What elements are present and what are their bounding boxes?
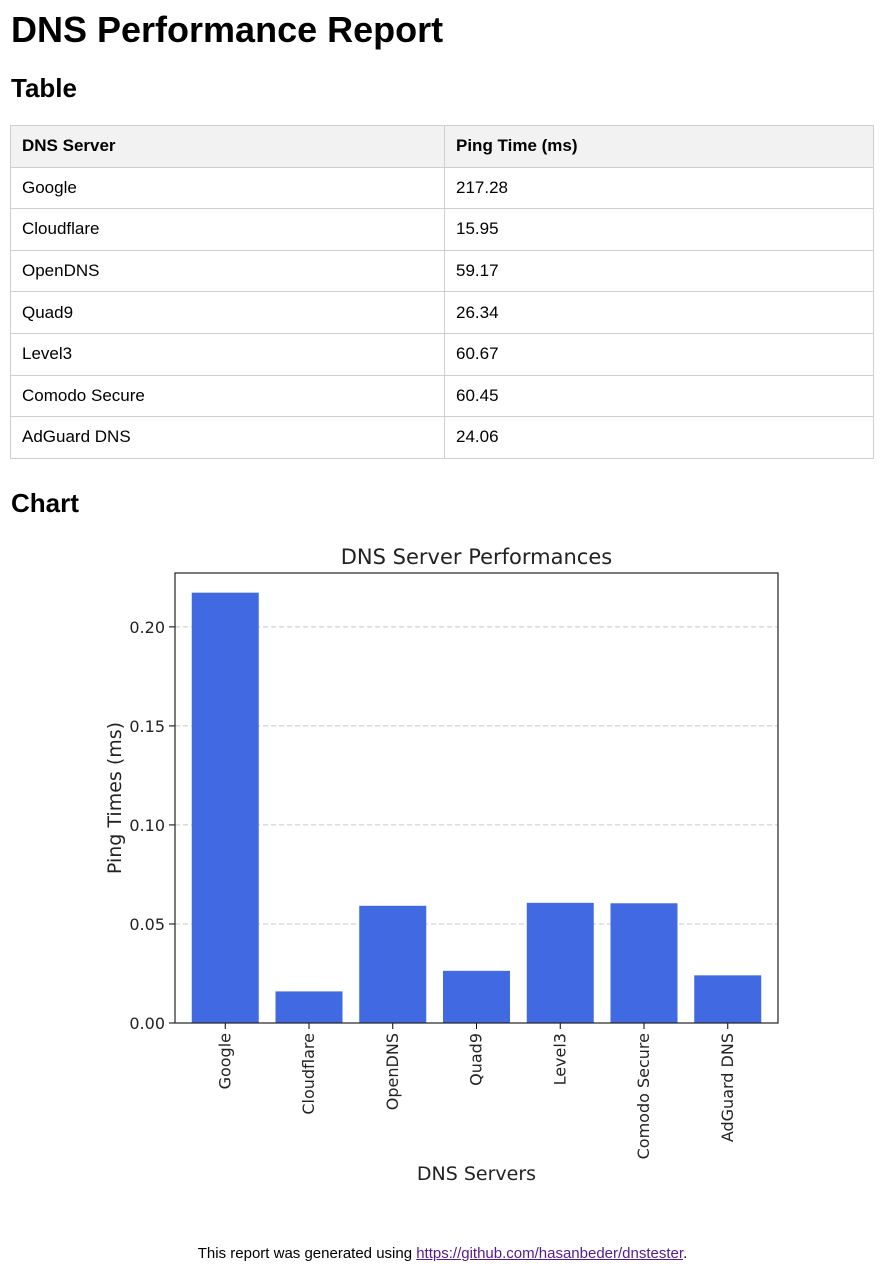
table-row: Cloudflare 15.95 bbox=[10, 208, 874, 251]
y-tick-label: 0.20 bbox=[129, 618, 165, 637]
x-tick-label: Quad9 bbox=[467, 1033, 486, 1086]
table-row: Comodo Secure 60.45 bbox=[10, 374, 874, 418]
table-row: AdGuard DNS 24.06 bbox=[10, 416, 874, 459]
server-name-cell: Comodo Secure bbox=[10, 374, 445, 418]
x-tick-label: Cloudflare bbox=[299, 1033, 318, 1115]
ping-time-cell: 26.34 bbox=[444, 291, 874, 334]
y-tick-label: 0.00 bbox=[129, 1014, 165, 1033]
bar-chart: Google Cloudflare OpenDNS Quad9 Level3 Comodo… bbox=[104, 545, 779, 1185]
bar-google bbox=[191, 592, 259, 1023]
footer-prefix: This report was generated using bbox=[197, 1245, 417, 1262]
server-name-cell: Level3 bbox=[10, 332, 445, 376]
bar-level3 bbox=[526, 902, 594, 1023]
bar-adguard-dns bbox=[694, 975, 762, 1023]
dns-table: DNS Server Ping Time (ms) Google 217.28 … bbox=[10, 125, 874, 459]
server-name-cell: AdGuard DNS bbox=[10, 416, 445, 459]
bar-comodo-secure bbox=[610, 903, 678, 1023]
table-row: Google 217.28 bbox=[10, 166, 874, 210]
ping-time-cell: 60.45 bbox=[444, 374, 874, 418]
plot-frame bbox=[174, 572, 779, 1024]
ping-time-cell: 15.95 bbox=[444, 208, 874, 251]
server-name-cell: Quad9 bbox=[10, 291, 445, 334]
y-axis-label: Ping Times (ms) bbox=[104, 722, 126, 874]
x-tick-label: Level3 bbox=[550, 1033, 569, 1085]
column-header-dns-server: DNS Server bbox=[10, 125, 445, 168]
x-tick-label: OpenDNS bbox=[383, 1033, 402, 1110]
chart-heading: Chart bbox=[11, 488, 79, 518]
x-tick-label: AdGuard DNS bbox=[718, 1033, 737, 1142]
github-link[interactable]: https://github.com/hasanbeder/dnstester bbox=[416, 1245, 684, 1262]
table-header-row: DNS Server Ping Time (ms) bbox=[10, 125, 874, 168]
x-tick-label: Google bbox=[215, 1033, 234, 1089]
ping-time-cell: 59.17 bbox=[444, 249, 874, 293]
column-header-ping-time: Ping Time (ms) bbox=[444, 125, 874, 168]
server-name-cell: OpenDNS bbox=[10, 249, 445, 293]
bar-opendns bbox=[359, 905, 427, 1023]
ping-time-cell: 217.28 bbox=[444, 166, 874, 210]
y-tick-label: 0.05 bbox=[129, 915, 165, 934]
table-row: Level3 60.67 bbox=[10, 332, 874, 376]
ping-time-cell: 24.06 bbox=[444, 416, 874, 459]
chart-title: DNS Server Performances bbox=[341, 545, 612, 569]
x-axis-label: DNS Servers bbox=[417, 1163, 536, 1185]
table-heading: Table bbox=[11, 73, 77, 103]
server-name-cell: Google bbox=[10, 166, 445, 210]
y-tick-label: 0.10 bbox=[129, 816, 165, 835]
bar-quad9 bbox=[443, 970, 510, 1023]
footer-suffix: . bbox=[683, 1245, 688, 1262]
table-row: Quad9 26.34 bbox=[10, 291, 874, 334]
server-name-cell: Cloudflare bbox=[10, 208, 445, 251]
page-title: DNS Performance Report bbox=[11, 9, 444, 50]
x-tick-label: Comodo Secure bbox=[634, 1033, 653, 1159]
bar-cloudflare bbox=[275, 991, 343, 1023]
footer: This report was generated using https://… bbox=[0, 1245, 885, 1262]
ping-time-cell: 60.67 bbox=[444, 332, 874, 376]
table-row: OpenDNS 59.17 bbox=[10, 249, 874, 293]
y-tick-label: 0.15 bbox=[129, 717, 165, 736]
